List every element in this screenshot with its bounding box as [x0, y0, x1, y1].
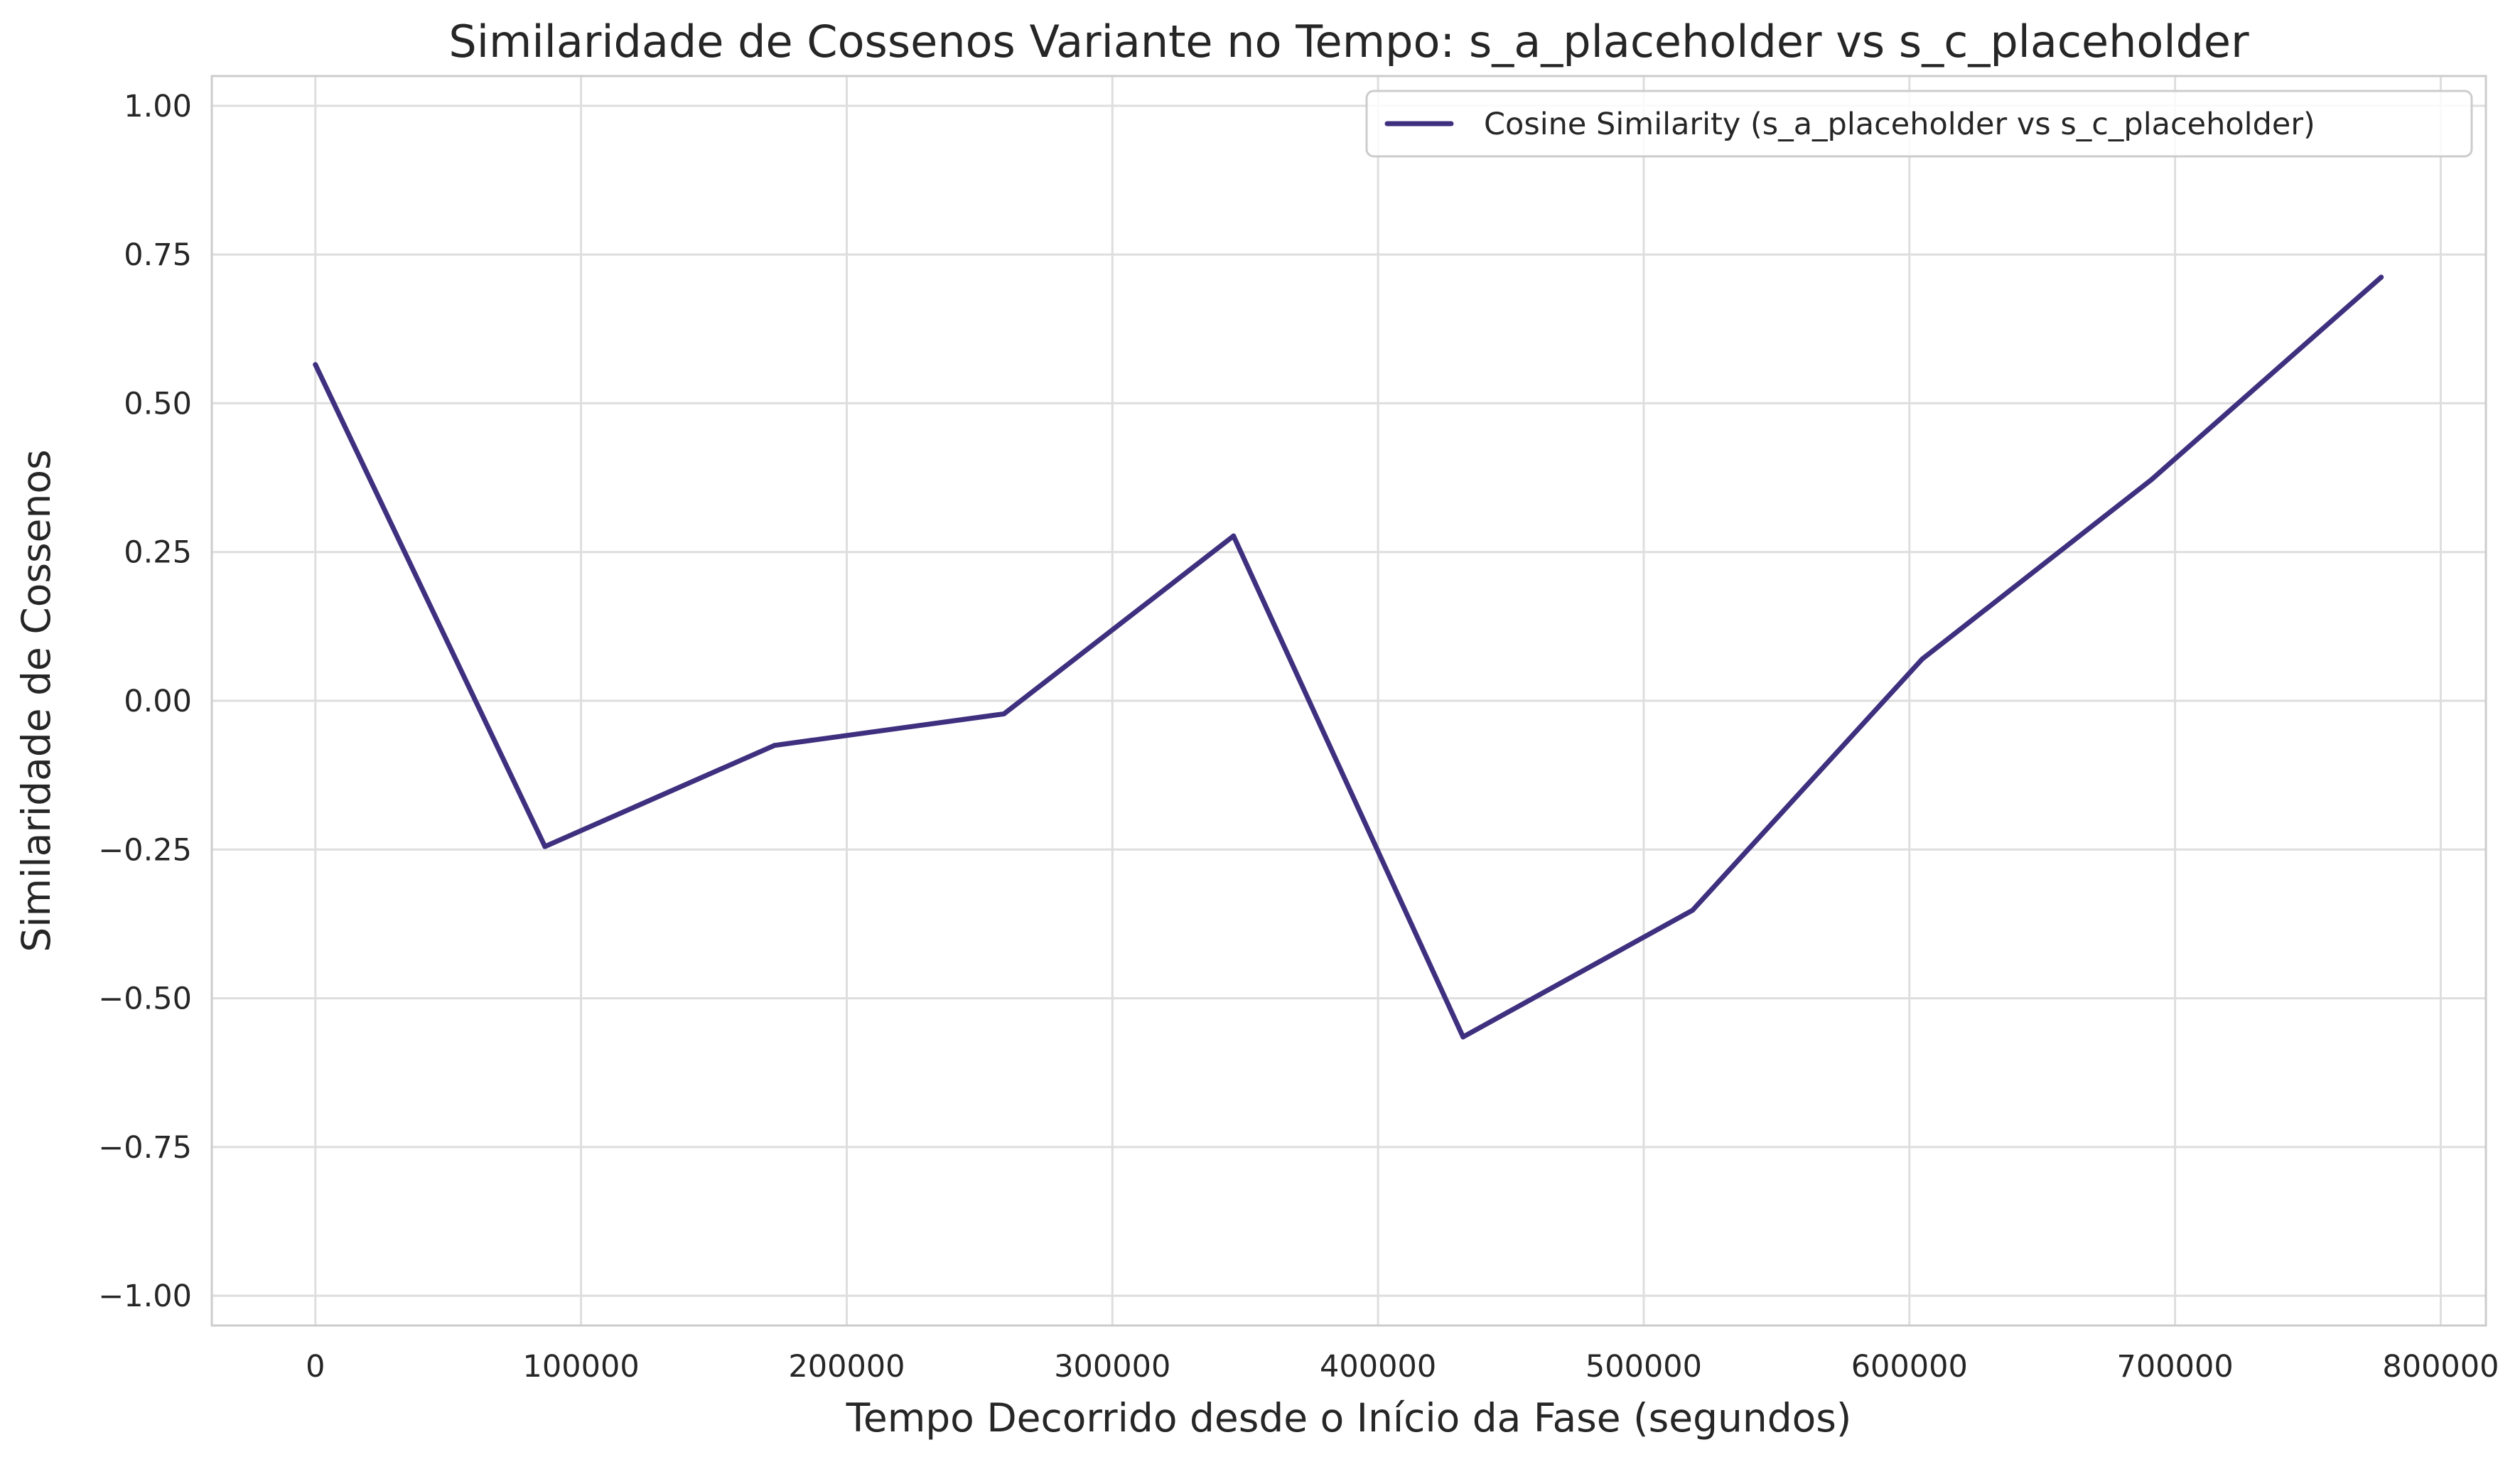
y-tick-label: −0.25 — [98, 832, 192, 868]
data-point — [1231, 533, 1237, 539]
y-gridlines — [212, 104, 2486, 1297]
y-tick-label: −0.75 — [98, 1130, 192, 1166]
x-tick-label: 400000 — [1320, 1349, 1436, 1385]
legend-box — [1365, 90, 2473, 158]
x-tick-label: 100000 — [523, 1349, 640, 1385]
x-tick-label: 600000 — [1851, 1349, 1968, 1385]
data-point — [1460, 1034, 1466, 1040]
y-tick-labels: 1.00 0.75 0.50 0.25 0.00 −0.25 −0.50 −0.75 −1.00 — [98, 89, 192, 1314]
data-point — [2379, 274, 2384, 280]
series-line-1 — [313, 274, 2384, 1040]
data-point — [313, 362, 318, 367]
x-tick-label: 0 — [306, 1349, 325, 1385]
plot-frame — [210, 75, 2487, 1327]
data-point — [1919, 656, 1925, 662]
data-point — [1690, 908, 1696, 913]
x-tick-label: 700000 — [2117, 1349, 2234, 1385]
y-tick-label: 0.25 — [124, 535, 192, 571]
x-tick-labels: 0 100000 200000 300000 400000 500000 600000 700… — [306, 1349, 2499, 1385]
x-axis-title: Tempo Decorrido desde o Início da Fase (… — [846, 1395, 1852, 1441]
legend: Cosine Similarity (s_a_placeholder vs s_… — [1365, 90, 2473, 158]
x-tick-label: 800000 — [2382, 1349, 2499, 1385]
x-tick-label: 200000 — [788, 1349, 905, 1385]
series-layer — [313, 274, 2384, 1040]
y-tick-label: −0.50 — [98, 982, 192, 1017]
y-tick-label: −1.00 — [98, 1279, 192, 1314]
y-tick-label: 0.75 — [124, 237, 192, 273]
legend-label-series-1: Cosine Similarity (s_a_placeholder vs s_… — [1484, 107, 2315, 142]
x-tick-label: 300000 — [1054, 1349, 1170, 1385]
data-point — [542, 844, 548, 849]
data-point — [772, 743, 777, 748]
x-gridlines — [314, 76, 2442, 1326]
y-tick-label: 1.00 — [124, 89, 192, 124]
y-tick-label: 0.00 — [124, 684, 192, 719]
y-axis-title: Similaridade de Cossenos — [14, 449, 59, 952]
data-point — [1001, 711, 1007, 716]
y-tick-label: 0.50 — [124, 386, 192, 421]
chart-title: Similaridade de Cossenos Variante no Tem… — [448, 16, 2249, 68]
x-tick-label: 500000 — [1585, 1349, 1702, 1385]
data-point — [2149, 477, 2155, 483]
